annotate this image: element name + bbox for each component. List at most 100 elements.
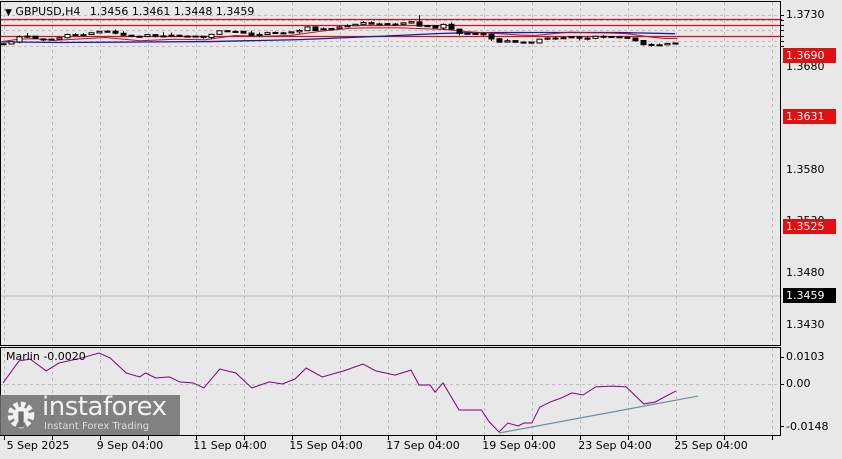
candle [616, 36, 623, 39]
candle-body-bearish [136, 35, 143, 38]
candle-body-bullish [424, 25, 431, 28]
candle [88, 32, 95, 36]
candle [232, 30, 239, 33]
candle [48, 38, 55, 41]
candle-body-bullish [168, 34, 175, 37]
candle-body-bullish [256, 33, 263, 37]
candle-body-bearish [472, 32, 479, 35]
indicator-tick: 0.00 [786, 377, 811, 390]
candle [352, 23, 359, 27]
price-tick: 1.3680 [786, 60, 825, 73]
time-label: 9 Sep 04:00 [96, 439, 164, 452]
candle-body-bearish [176, 34, 183, 37]
ohlc-values: 1.3456 1.3461 1.3448 1.3459 [89, 5, 255, 18]
indicator-tick: 0.0103 [786, 350, 825, 363]
candle [296, 29, 303, 34]
candle-body-bearish [632, 37, 639, 42]
candle-body-bullish [8, 41, 15, 45]
candle [416, 15, 423, 27]
indicator-label: Marlin -0.0020 [6, 350, 86, 363]
candle-body-bullish [560, 37, 567, 40]
candle-body-bearish [40, 38, 47, 41]
symbol-label: GBPUSD,H4 [15, 5, 81, 18]
price-tick: 1.3480 [786, 266, 825, 279]
candle [656, 43, 663, 47]
candle [560, 36, 567, 40]
candle-body-bearish [416, 21, 423, 27]
candle-body-bearish [32, 35, 39, 39]
candle [440, 23, 447, 30]
candle-body-bullish [352, 23, 359, 27]
candle-body-bearish [384, 23, 391, 26]
candle-body-bullish [216, 30, 223, 35]
candle [16, 35, 23, 44]
indicator-panel-frame [0, 347, 781, 436]
candle-body-bearish [576, 36, 583, 39]
triangle-down-icon[interactable]: ▼ [5, 8, 12, 18]
candle [152, 34, 159, 38]
axis-ticks [4, 15, 784, 440]
candle-body-bearish [200, 35, 207, 38]
time-label: 11 Sep 04:00 [193, 439, 267, 452]
candle-body-bullish [56, 37, 63, 40]
candle-body-bearish [320, 28, 327, 31]
candle [192, 35, 199, 38]
candle [0, 43, 7, 46]
level-tag-1.3525: 1.3525 [783, 219, 836, 234]
candle [136, 35, 143, 38]
candle [512, 40, 519, 43]
candle [528, 41, 535, 44]
candle-body-bullish [264, 32, 271, 35]
candle [584, 35, 591, 41]
candle [576, 36, 583, 41]
candle [592, 35, 599, 40]
candle [376, 22, 383, 26]
current-price-tag: 1.3459 [783, 288, 836, 303]
candle-body-bullish [336, 26, 343, 29]
candle [128, 34, 135, 37]
candle [104, 30, 111, 33]
candle [216, 30, 223, 35]
candle [520, 41, 527, 44]
candle [456, 28, 463, 36]
candle-body-bullish [48, 38, 55, 41]
candle [32, 35, 39, 39]
candle-body-bullish [88, 32, 95, 36]
candles [0, 15, 679, 47]
candle-body-bearish [432, 25, 439, 29]
time-label: 15 Sep 04:00 [289, 439, 363, 452]
candle-body-bearish [120, 32, 127, 36]
candle [344, 24, 351, 28]
candle [536, 38, 543, 44]
candle [208, 33, 215, 40]
candle [256, 32, 263, 37]
candle-body-bullish [440, 23, 447, 29]
candle [176, 34, 183, 37]
candle [240, 30, 247, 34]
candle [640, 40, 647, 46]
candle-body-bearish [600, 35, 607, 38]
candle [480, 32, 487, 36]
candle [496, 37, 503, 43]
marlin-indicator [2, 352, 699, 434]
candle-body-bullish [400, 22, 407, 25]
candle-body-bullish [664, 42, 671, 46]
candle-body-bullish [104, 30, 111, 33]
candle-body-bullish [360, 22, 367, 25]
candle [96, 30, 103, 34]
candle [312, 26, 319, 32]
candle [112, 29, 119, 35]
candle-body-bullish [192, 35, 199, 38]
candle-body-bearish [624, 36, 631, 39]
marlin-trendline [498, 395, 699, 434]
candle [56, 37, 63, 40]
level-tag-1.3690: 1.3690 [783, 48, 836, 63]
candle-body-bullish [408, 21, 415, 24]
price-tick: 1.3580 [786, 163, 825, 176]
candle [448, 22, 455, 30]
candle-body-bullish [64, 33, 71, 39]
candle [432, 25, 439, 29]
candle [40, 38, 47, 41]
candle [624, 36, 631, 39]
